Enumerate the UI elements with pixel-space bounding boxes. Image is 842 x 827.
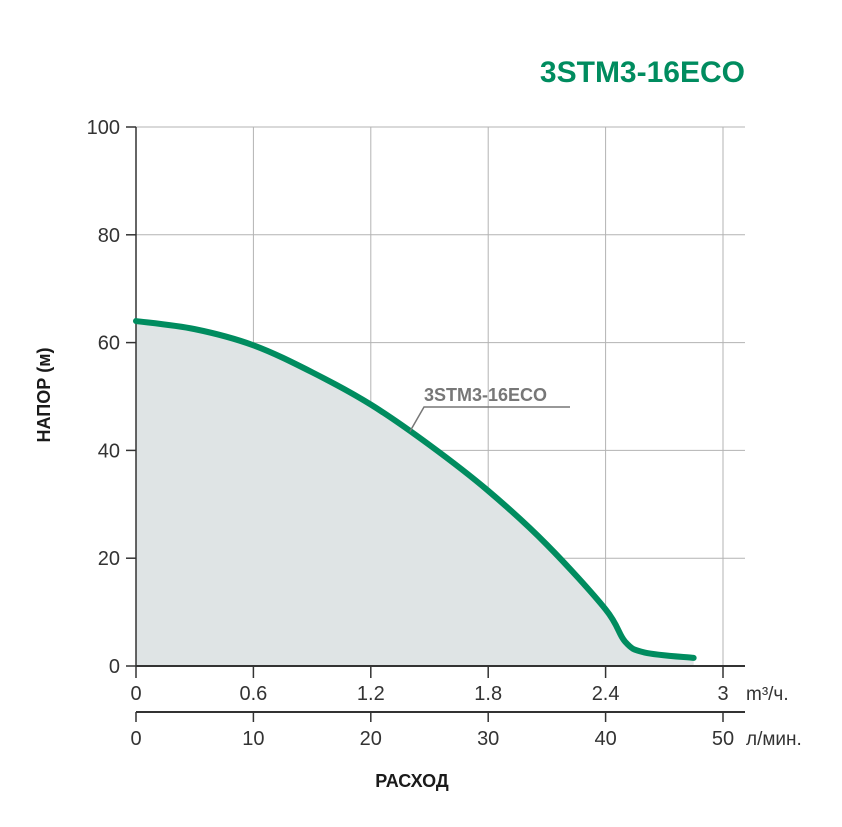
x2-tick-label: 0 [130,728,141,750]
axes [135,127,745,713]
x2-tick-label: 50 [712,728,734,750]
y-tick-label: 40 [98,440,120,462]
x-axis-unit: m³/ч. [746,684,789,705]
x2-axis-unit: л/мин. [746,729,802,750]
y-tick-label: 100 [87,117,120,139]
curve-line [133,318,697,661]
x-tick-label: 0 [130,683,141,705]
x2-tick-label: 30 [477,728,499,750]
series-label: 3STM3-16ECO [424,385,547,405]
y-ticks: 0 20 40 60 80 100 [87,117,136,678]
x-tick-label: 0.6 [239,683,267,705]
x-axis-title: РАСХОД [375,771,449,791]
curve-area [136,321,694,666]
x-tick-label: 2.4 [592,683,620,705]
x2-tick-label: 10 [242,728,264,750]
x2-tick-label: 40 [594,728,616,750]
x2-tick-label: 20 [360,728,382,750]
x-tick-label: 1.2 [357,683,385,705]
y-tick-label: 0 [109,656,120,678]
x-tick-label: 3 [717,683,728,705]
x-ticks: 0 0.6 1.2 1.8 2.4 3 m³/ч. 0 10 20 30 40 50 л/мин. [130,666,802,750]
chart-title: 3STM3-16ECO [540,56,745,89]
y-tick-label: 80 [98,225,120,247]
y-axis-title: НАПОР (м) [34,347,54,442]
y-tick-label: 20 [98,548,120,570]
series-label-group: 3STM3-16ECO [409,385,570,432]
x-tick-label: 1.8 [474,683,502,705]
y-tick-label: 60 [98,333,120,355]
series-label-leader [409,406,570,432]
